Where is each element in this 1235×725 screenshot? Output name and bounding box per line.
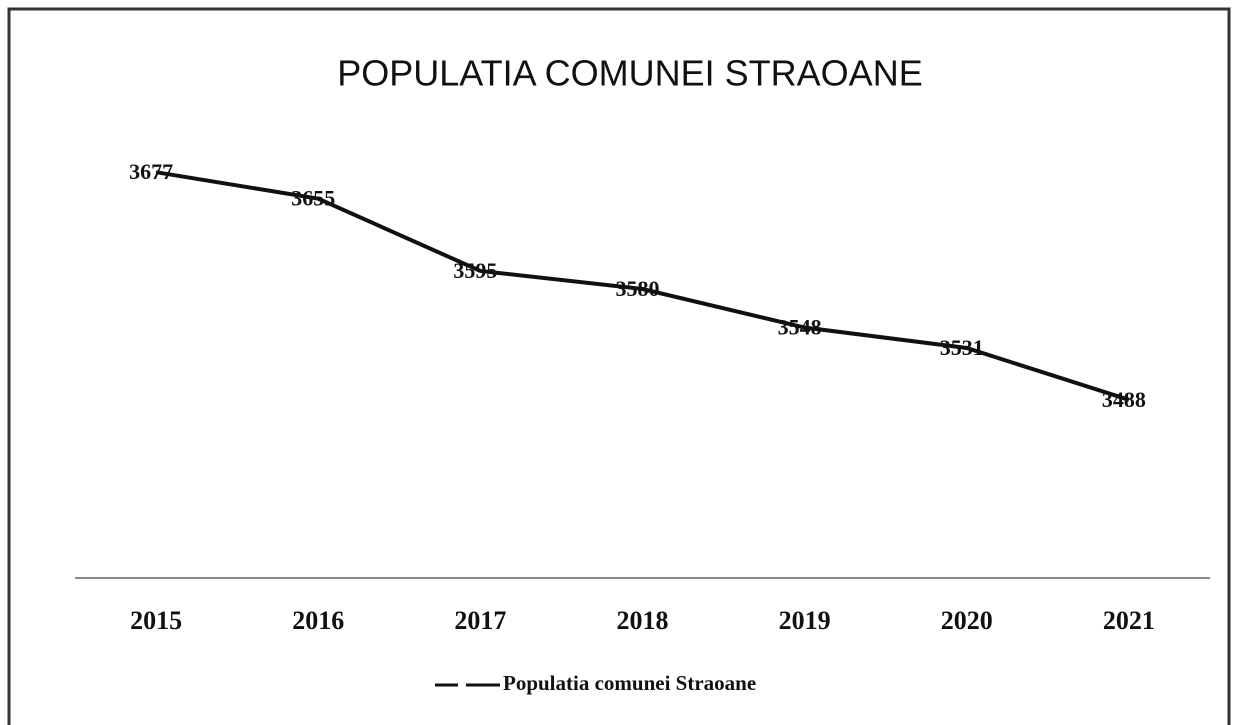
data-label: 3677 xyxy=(129,159,173,184)
data-label: 3548 xyxy=(778,315,822,340)
data-label: 3488 xyxy=(1102,387,1146,412)
data-label: 3531 xyxy=(940,335,984,360)
chart-title: POPULATIA COMUNEI STRAOANE xyxy=(337,53,922,94)
x-tick-label: 2017 xyxy=(454,606,506,635)
legend-label: Populatia comunei Straoane xyxy=(503,671,756,695)
data-label: 3595 xyxy=(453,258,497,283)
series-line xyxy=(155,170,1130,402)
x-tick-label: 2016 xyxy=(292,606,344,635)
x-tick-label: 2021 xyxy=(1103,606,1155,635)
data-label: 3580 xyxy=(616,276,660,301)
x-tick-label: 2020 xyxy=(941,606,993,635)
x-tick-label: 2019 xyxy=(779,606,831,635)
chart-frame xyxy=(7,7,1231,725)
x-tick-label: 2015 xyxy=(130,606,182,635)
data-label: 3655 xyxy=(291,186,335,211)
x-tick-label: 2018 xyxy=(617,606,669,635)
